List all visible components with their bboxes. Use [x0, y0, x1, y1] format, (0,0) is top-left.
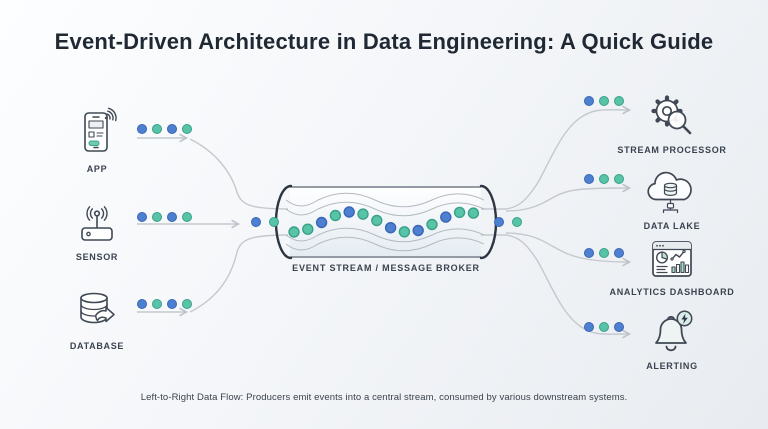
event-dots-row-pipe-exit: [494, 217, 522, 227]
teal-event-dot: [599, 248, 609, 258]
event-dots-row-sensor: [137, 212, 192, 222]
dashboard-icon: [652, 241, 692, 277]
bell-alert-icon: [655, 310, 693, 352]
blue-event-dot: [167, 299, 177, 309]
teal-event-dot: [357, 208, 369, 220]
teal-event-dot: [302, 223, 314, 235]
teal-event-dot: [599, 322, 609, 332]
consumer-label: DATA LAKE: [643, 221, 701, 231]
blue-event-dot: [167, 124, 177, 134]
blue-event-dot: [440, 211, 452, 223]
blue-event-dot: [614, 248, 624, 258]
teal-event-dot: [599, 96, 609, 106]
teal-event-dot: [152, 212, 162, 222]
teal-event-dot: [152, 124, 162, 134]
blue-event-dot: [584, 322, 594, 332]
teal-event-dot: [329, 209, 342, 222]
producer-sensor: SENSOR: [59, 197, 135, 262]
teal-event-dot: [371, 214, 383, 227]
pipe-flow-lines: [286, 192, 484, 252]
teal-event-dot: [269, 217, 279, 227]
blue-event-dot: [384, 221, 397, 234]
producer-app: APP: [59, 103, 135, 174]
router-icon: [81, 206, 113, 241]
event-dots-row-stream-processor: [584, 96, 624, 106]
blue-event-dot: [494, 217, 504, 227]
teal-event-dot: [512, 217, 522, 227]
teal-event-dot: [453, 206, 466, 219]
pipe-label: EVENT STREAM / MESSAGE BROKER: [292, 263, 480, 273]
teal-event-dot: [182, 124, 192, 134]
teal-event-dot: [467, 207, 480, 219]
teal-event-dot: [614, 174, 624, 184]
blue-event-dot: [614, 322, 624, 332]
connector-lines: [137, 105, 632, 339]
consumer-data-lake: DATA LAKE: [610, 166, 734, 231]
footer-caption: Left-to-Right Data Flow: Producers emit …: [140, 392, 628, 403]
gear-magnifier-icon: [651, 95, 692, 135]
event-dots-row-data-lake: [584, 174, 624, 184]
producer-label: SENSOR: [75, 252, 119, 262]
consumer-stream-processor: STREAM PROCESSOR: [610, 90, 734, 155]
blue-event-dot: [343, 206, 355, 218]
event-dots-row-app: [137, 124, 192, 134]
producer-label: DATABASE: [69, 341, 125, 351]
event-dots-row-pipe-entry: [251, 217, 279, 227]
blue-event-dot: [251, 217, 261, 227]
teal-event-dot: [599, 174, 609, 184]
teal-event-dot: [614, 96, 624, 106]
producer-label: APP: [86, 164, 108, 174]
blue-event-dot: [584, 174, 594, 184]
blue-event-dot: [584, 96, 594, 106]
event-dots-row-analytics-dashboard: [584, 248, 624, 258]
consumer-label: ALERTING: [646, 361, 698, 371]
consumer-label: ANALYTICS DASHBOARD: [609, 287, 735, 297]
consumer-alerting: ALERTING: [610, 306, 734, 371]
blue-event-dot: [137, 124, 147, 134]
stream-dots: [288, 206, 480, 238]
teal-event-dot: [152, 299, 162, 309]
teal-event-dot: [288, 226, 300, 238]
consumer-analytics-dashboard: ANALYTICS DASHBOARD: [610, 236, 734, 297]
blue-event-dot: [167, 212, 177, 222]
teal-event-dot: [182, 212, 192, 222]
page-title: Event-Driven Architecture in Data Engine…: [54, 29, 714, 54]
blue-event-dot: [137, 212, 147, 222]
consumer-label: STREAM PROCESSOR: [617, 145, 727, 155]
blue-event-dot: [584, 248, 594, 258]
blue-event-dot: [315, 216, 328, 229]
blue-event-dot: [412, 224, 424, 237]
teal-event-dot: [426, 218, 438, 231]
producer-database: DATABASE: [59, 286, 135, 351]
event-dots-row-database: [137, 299, 192, 309]
event-dots-row-alerting: [584, 322, 624, 332]
smartphone-icon: [84, 107, 117, 152]
blue-event-dot: [137, 299, 147, 309]
teal-event-dot: [398, 226, 411, 238]
database-icon: [80, 292, 115, 324]
cloud-database-icon: [647, 171, 692, 214]
teal-event-dot: [182, 299, 192, 309]
